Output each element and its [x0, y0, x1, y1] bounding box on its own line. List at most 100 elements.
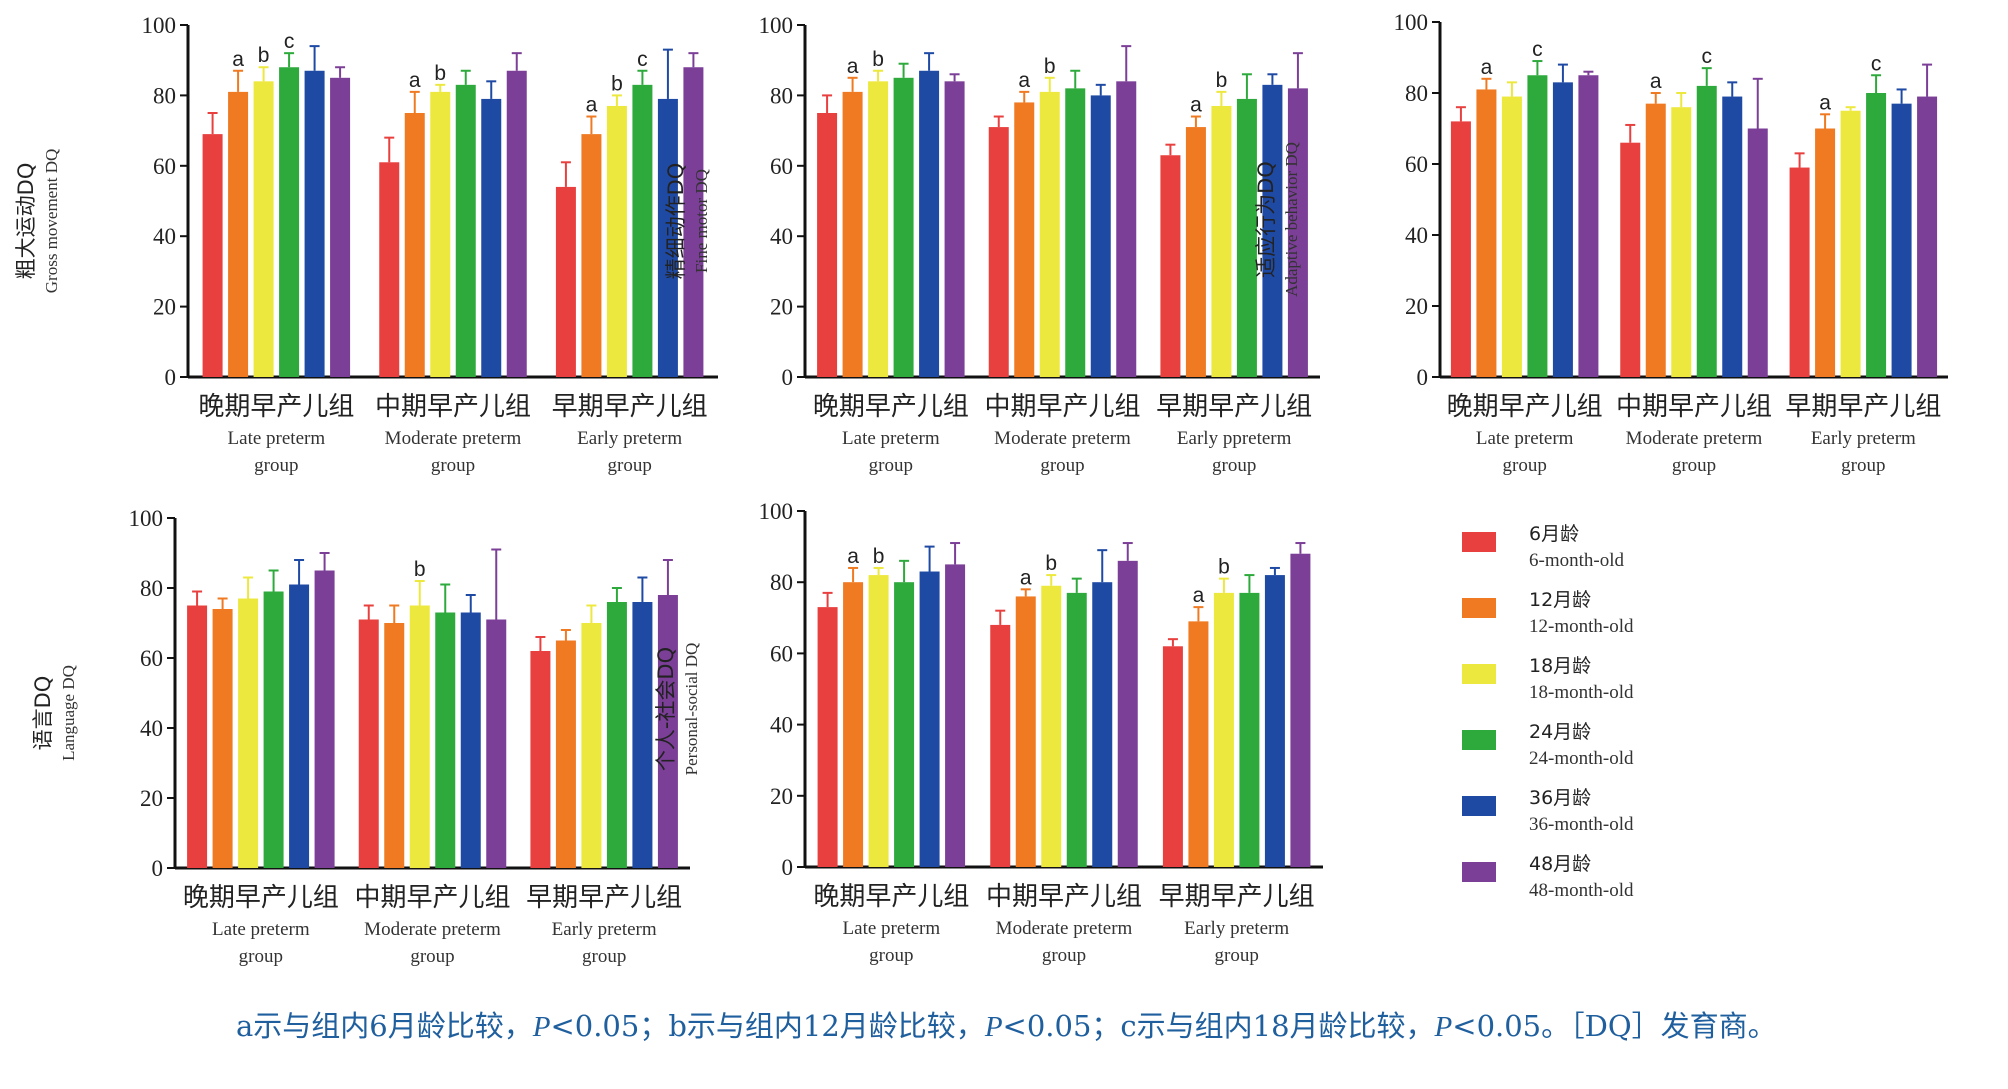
y-tick-label: 0: [782, 365, 794, 390]
bar: [404, 113, 425, 377]
legend-label-en: 24-month-old: [1529, 748, 1634, 769]
x-group-label-en: group: [1040, 455, 1084, 476]
bar: [1090, 95, 1111, 378]
x-group-label-en: Early ppreterm: [1177, 428, 1292, 449]
significance-label: a: [232, 48, 244, 71]
bar: [944, 81, 965, 377]
bar: [1501, 96, 1522, 378]
significance-label: a: [1018, 69, 1030, 92]
bar: [330, 77, 351, 378]
legend-swatch: [1462, 862, 1496, 882]
bar: [1213, 592, 1234, 867]
bar: [358, 619, 379, 868]
bar: [606, 602, 627, 868]
bar: [1117, 560, 1138, 867]
significance-label: a: [847, 55, 859, 78]
bar: [1236, 98, 1257, 378]
x-group-label-en: group: [582, 946, 626, 967]
bar: [1066, 592, 1087, 867]
bar: [1722, 96, 1743, 378]
bar: [555, 640, 576, 868]
bar: [379, 162, 400, 377]
bar: [868, 575, 889, 867]
bar: [384, 623, 405, 868]
bar: [1620, 142, 1641, 377]
y-axis-title-cn: 精细动作DQ: [664, 163, 688, 280]
bar: [279, 67, 300, 378]
bar: [1185, 127, 1206, 377]
y-tick-label: 20: [153, 295, 176, 320]
bar: [581, 134, 602, 377]
x-group-label-en: Late preterm: [843, 918, 941, 939]
x-group-label-en: Moderate preterm: [994, 428, 1131, 449]
bar: [657, 98, 678, 378]
x-group-label-en: Late preterm: [212, 919, 310, 940]
x-group-label-en: Late preterm: [1476, 428, 1574, 449]
x-group-label-en: group: [1672, 455, 1716, 476]
y-tick-label: 20: [140, 786, 163, 811]
y-tick-label: 20: [770, 295, 793, 320]
bar: [1041, 585, 1062, 867]
bar: [1264, 575, 1285, 867]
bar: [868, 81, 889, 377]
bar: [1891, 103, 1912, 378]
bar: [988, 127, 1009, 377]
y-tick-label: 60: [770, 641, 793, 666]
bar: [1552, 82, 1573, 377]
bar: [842, 91, 863, 377]
y-tick-label: 100: [1394, 10, 1429, 35]
bar: [481, 98, 502, 378]
y-tick-label: 80: [1405, 81, 1428, 106]
x-group-label-en: Late preterm: [842, 428, 940, 449]
significance-label: b: [1044, 55, 1056, 78]
bar: [228, 91, 249, 377]
x-group-label-en: Early preterm: [1811, 428, 1916, 449]
bar: [187, 605, 208, 868]
x-group-label-en: Late preterm: [228, 428, 326, 449]
bar: [1450, 121, 1471, 378]
bar: [1287, 88, 1308, 378]
bar: [1917, 96, 1938, 378]
y-tick-label: 60: [140, 646, 163, 671]
footnote-p-symbol: P: [532, 1011, 551, 1043]
y-axis-title-en: Language DQ: [59, 665, 78, 761]
bar: [945, 564, 966, 867]
x-group-label-en: group: [1503, 455, 1547, 476]
significance-label: b: [1216, 69, 1228, 92]
x-group-label-en: group: [254, 455, 298, 476]
x-group-label-cn: 中期早产儿组: [354, 883, 510, 913]
legend-swatch: [1462, 796, 1496, 816]
bar: [1840, 110, 1861, 377]
y-tick-label: 40: [1405, 223, 1428, 248]
x-group-label-en: Early preterm: [1184, 918, 1289, 939]
figure-footnote: a示与组内6月龄比较，P<0.05；b示与组内12月龄比较，P<0.05；c示与…: [236, 1003, 1777, 1045]
bar: [919, 70, 940, 377]
bar: [253, 81, 274, 377]
legend-label-en: 6-month-old: [1529, 550, 1624, 571]
y-axis-title-en: Gross movement DQ: [42, 149, 61, 293]
x-group-label-en: group: [1212, 455, 1256, 476]
bar: [202, 134, 223, 377]
x-group-label-en: Moderate preterm: [364, 919, 501, 940]
y-tick-label: 100: [142, 13, 177, 38]
significance-label: a: [1650, 70, 1662, 93]
bar: [581, 623, 602, 868]
significance-label: a: [847, 545, 859, 568]
x-group-label-cn: 晚期早产儿组: [1447, 392, 1603, 422]
significance-label: b: [611, 72, 623, 95]
y-axis-title-en: Personal-social DQ: [682, 643, 701, 776]
y-tick-label: 20: [770, 784, 793, 809]
x-group-label-en: group: [1841, 455, 1885, 476]
significance-label: a: [409, 69, 421, 92]
x-group-label-cn: 中期早产儿组: [986, 882, 1142, 912]
significance-label: a: [586, 94, 598, 117]
x-group-label-cn: 早期早产儿组: [526, 883, 682, 913]
bar: [843, 582, 864, 867]
x-group-label-en: Moderate preterm: [996, 918, 1133, 939]
bar: [304, 70, 325, 377]
legend-label-cn: 24月龄: [1529, 721, 1591, 743]
y-tick-label: 80: [140, 576, 163, 601]
x-group-label-cn: 晚期早产儿组: [813, 392, 969, 422]
y-tick-label: 40: [153, 224, 176, 249]
